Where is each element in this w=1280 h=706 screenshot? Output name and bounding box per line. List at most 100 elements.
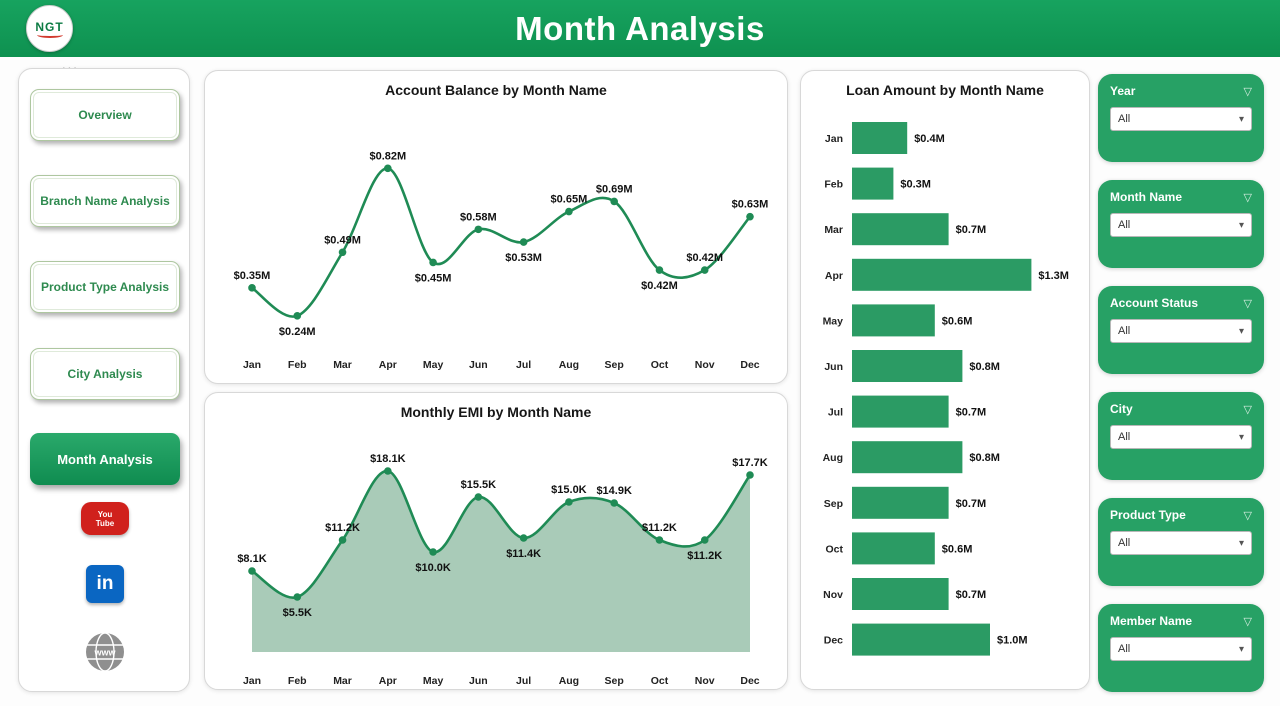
svg-text:May: May <box>823 315 844 327</box>
svg-text:$0.65M: $0.65M <box>551 194 588 206</box>
svg-text:Sep: Sep <box>605 675 624 687</box>
svg-text:Aug: Aug <box>823 452 843 464</box>
member-name-dropdown[interactable]: All ▾ <box>1110 637 1252 661</box>
collapse-chevron-icon[interactable]: ▽ <box>1243 403 1252 416</box>
svg-text:Dec: Dec <box>740 359 759 371</box>
collapse-chevron-icon[interactable]: ▽ <box>1243 191 1252 204</box>
svg-text:$0.49M: $0.49M <box>324 234 361 246</box>
svg-text:$18.1K: $18.1K <box>370 453 406 465</box>
svg-text:Aug: Aug <box>559 675 579 687</box>
svg-text:Oct: Oct <box>825 543 843 555</box>
chevron-down-icon: ▾ <box>1238 537 1244 549</box>
city-dropdown[interactable]: All ▾ <box>1110 425 1252 449</box>
svg-text:$8.1K: $8.1K <box>237 553 266 565</box>
logo-text: NGT <box>35 19 64 34</box>
youtube-label-1: You <box>97 509 113 519</box>
year-dropdown[interactable]: All ▾ <box>1110 107 1252 131</box>
website-globe-icon[interactable]: www <box>19 631 191 673</box>
monthly-emi-area-chart[interactable]: $8.1K Jan $5.5K Feb $11.2K Mar $18.1K Apr $10.0K… <box>216 424 776 692</box>
linkedin-label: in <box>86 565 124 603</box>
nav-button-overview[interactable]: Overview <box>30 89 180 141</box>
filter-card-member-name: Member Name ▽ All ▾ <box>1098 604 1264 692</box>
svg-text:$11.4K: $11.4K <box>506 548 541 560</box>
month-name-dropdown[interactable]: All ▾ <box>1110 213 1252 237</box>
page-title: Month Analysis <box>515 9 765 47</box>
svg-text:$14.9K: $14.9K <box>596 485 632 497</box>
svg-text:$11.2K: $11.2K <box>642 522 677 534</box>
account-status-dropdown[interactable]: All ▾ <box>1110 319 1252 343</box>
svg-text:$0.58M: $0.58M <box>460 211 497 223</box>
nav-panel: Overview Branch Name Analysis Product Ty… <box>18 68 190 692</box>
svg-text:$15.0K: $15.0K <box>551 484 587 496</box>
chevron-down-icon: ▾ <box>1238 431 1244 443</box>
account-balance-card: Account Balance by Month Name $0.35M Jan $… <box>204 70 788 384</box>
company-logo: NGT <box>26 5 73 52</box>
collapse-chevron-icon[interactable]: ▽ <box>1243 85 1252 98</box>
svg-text:$0.82M: $0.82M <box>369 150 406 162</box>
svg-text:$5.5K: $5.5K <box>283 607 312 619</box>
chevron-down-icon: ▾ <box>1238 113 1244 125</box>
svg-text:$0.45M: $0.45M <box>415 272 452 284</box>
svg-text:$15.5K: $15.5K <box>461 479 497 491</box>
collapse-chevron-icon[interactable]: ▽ <box>1243 297 1252 310</box>
svg-text:$17.7K: $17.7K <box>732 457 768 469</box>
svg-text:$0.63M: $0.63M <box>732 199 769 211</box>
svg-text:$0.8M: $0.8M <box>969 452 1000 464</box>
svg-text:Jan: Jan <box>243 359 261 371</box>
account-status-dropdown-value: All <box>1118 325 1131 337</box>
filter-label-account-status: Account Status <box>1110 296 1199 310</box>
svg-text:$0.8M: $0.8M <box>969 361 1000 373</box>
chevron-down-icon: ▾ <box>1238 325 1244 337</box>
filter-card-year: Year ▽ All ▾ <box>1098 74 1264 162</box>
loan-amount-chart-title: Loan Amount by Month Name <box>846 82 1044 98</box>
svg-text:Jan: Jan <box>825 133 843 145</box>
svg-text:Aug: Aug <box>559 359 579 371</box>
svg-text:Nov: Nov <box>823 589 843 601</box>
svg-text:$11.2K: $11.2K <box>325 522 360 534</box>
svg-text:Jul: Jul <box>828 407 843 419</box>
month-name-dropdown-value: All <box>1118 219 1131 231</box>
loan-amount-bar-chart[interactable]: Jan $0.4M Feb $0.3M Mar $0.7M Apr $1.3M May $0.6M… <box>812 102 1078 686</box>
nav-button-product-type-analysis[interactable]: Product Type Analysis <box>30 261 180 313</box>
svg-text:$0.7M: $0.7M <box>956 498 987 510</box>
svg-text:$0.42M: $0.42M <box>686 252 723 264</box>
svg-text:Sep: Sep <box>605 359 624 371</box>
filter-label-product-type: Product Type <box>1110 508 1186 522</box>
collapse-chevron-icon[interactable]: ▽ <box>1243 615 1252 628</box>
svg-text:$0.7M: $0.7M <box>956 407 987 419</box>
svg-text:Nov: Nov <box>695 675 715 687</box>
nav-button-month-analysis[interactable]: Month Analysis <box>30 433 180 485</box>
svg-text:Sep: Sep <box>824 498 843 510</box>
svg-text:$10.0K: $10.0K <box>415 562 451 574</box>
account-balance-chart-title: Account Balance by Month Name <box>385 82 607 98</box>
youtube-icon[interactable]: You Tube <box>19 502 191 535</box>
svg-text:$0.53M: $0.53M <box>505 252 542 264</box>
nav-button-branch-name-analysis[interactable]: Branch Name Analysis <box>30 175 180 227</box>
collapse-chevron-icon[interactable]: ▽ <box>1243 509 1252 522</box>
svg-text:Mar: Mar <box>824 224 843 236</box>
svg-text:Mar: Mar <box>333 675 352 687</box>
svg-text:Apr: Apr <box>379 359 397 371</box>
city-dropdown-value: All <box>1118 431 1131 443</box>
svg-text:Feb: Feb <box>824 179 843 191</box>
nav-button-city-analysis[interactable]: City Analysis <box>30 348 180 400</box>
svg-text:$0.7M: $0.7M <box>956 589 987 601</box>
youtube-label-2: Tube <box>95 518 115 528</box>
product-type-dropdown[interactable]: All ▾ <box>1110 531 1252 555</box>
chevron-down-icon: ▾ <box>1238 219 1244 231</box>
header-bar: Month Analysis <box>0 0 1280 57</box>
filter-card-account-status: Account Status ▽ All ▾ <box>1098 286 1264 374</box>
svg-text:$0.6M: $0.6M <box>942 543 973 555</box>
svg-text:$0.6M: $0.6M <box>942 315 973 327</box>
loan-amount-card: Loan Amount by Month Name Jan $0.4M Feb $0.… <box>800 70 1090 690</box>
account-balance-line-chart[interactable]: $0.35M Jan $0.24M Feb $0.49M Mar $0.82M Apr $0.4… <box>216 102 776 378</box>
svg-text:Apr: Apr <box>825 270 843 282</box>
svg-text:Feb: Feb <box>288 675 307 687</box>
svg-text:$0.7M: $0.7M <box>956 224 987 236</box>
svg-text:May: May <box>423 359 444 371</box>
linkedin-icon[interactable]: in <box>19 565 191 603</box>
logo-swoosh-icon <box>36 32 63 38</box>
filter-card-month-name: Month Name ▽ All ▾ <box>1098 180 1264 268</box>
chevron-down-icon: ▾ <box>1238 643 1244 655</box>
svg-text:Nov: Nov <box>695 359 715 371</box>
